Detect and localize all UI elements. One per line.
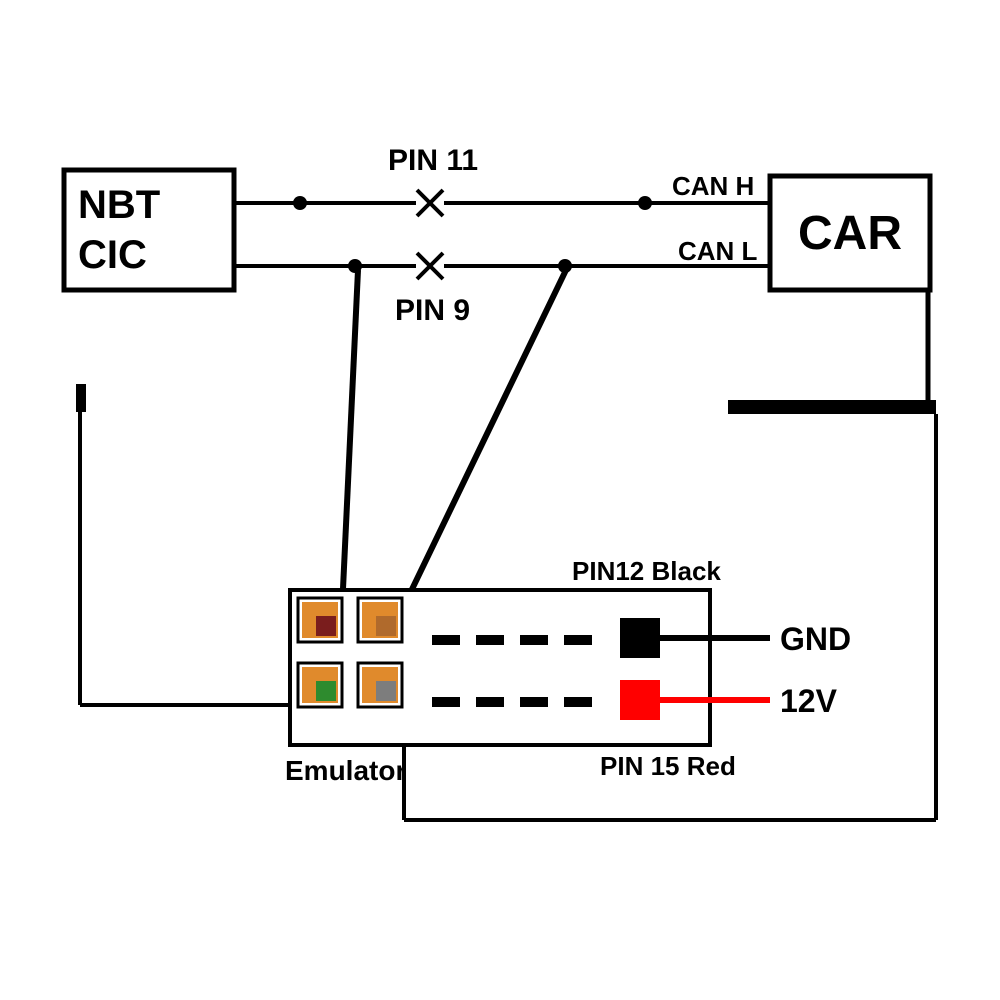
emulator-pin-2-inner (376, 616, 396, 636)
emulator-box (290, 590, 710, 745)
dash-row0-0 (432, 635, 460, 645)
emulator-label: Emulator (285, 755, 406, 786)
gnd-terminal (620, 618, 660, 658)
label-gnd: GND (780, 621, 851, 657)
dash-row0-2 (520, 635, 548, 645)
label-canl: CAN L (678, 236, 758, 266)
nbt-label-line1: NBT (78, 183, 160, 227)
v12-terminal (620, 680, 660, 720)
dash-row1-2 (520, 697, 548, 707)
label-pin11: PIN 11 (388, 144, 478, 177)
wire-diag-left (342, 270, 358, 610)
dash-row0-1 (476, 635, 504, 645)
emulator-pin-3-inner (316, 681, 336, 701)
dash-row1-3 (564, 697, 592, 707)
label-12v: 12V (780, 683, 838, 719)
label-pin15-red: PIN 15 Red (600, 751, 736, 781)
dash-row0-3 (564, 635, 592, 645)
label-canh: CAN H (672, 171, 754, 201)
dash-row1-1 (476, 697, 504, 707)
thick-bus-bar (728, 400, 936, 414)
nbt-label-line2: CIC (78, 233, 147, 277)
label-pin9: PIN 9 (395, 294, 470, 327)
junction-node-0 (293, 196, 307, 210)
junction-node-1 (638, 196, 652, 210)
car-label: CAR (798, 207, 902, 260)
emulator-pin-1-inner (316, 616, 336, 636)
emulator-pin-4-inner (376, 681, 396, 701)
dash-row1-0 (432, 697, 460, 707)
label-pin12-black: PIN12 Black (572, 556, 721, 586)
